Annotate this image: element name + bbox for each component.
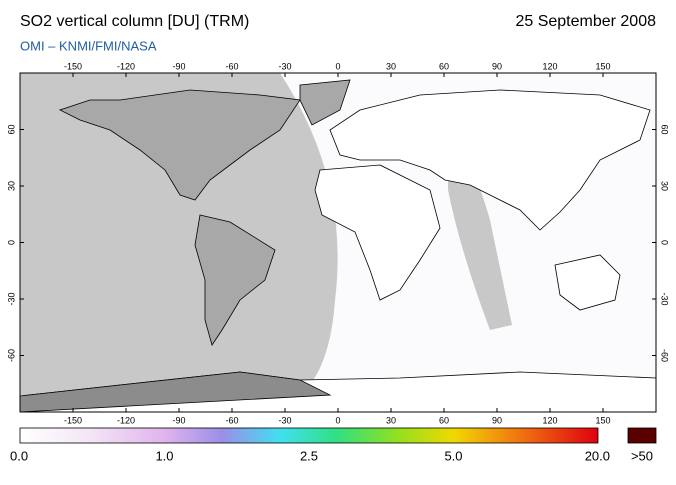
lon-label-top: 0 [335, 61, 340, 71]
colorbar [19, 427, 599, 444]
south-america [194, 214, 276, 346]
eurasia [329, 89, 651, 231]
lon-label-top: 150 [595, 61, 610, 71]
australia [554, 254, 621, 311]
lon-label-bottom: -60 [225, 415, 238, 425]
lat-label-left: 60 [6, 124, 16, 134]
lon-label-top: 90 [492, 61, 502, 71]
lon-label-top: 30 [386, 61, 396, 71]
lon-label-top: -150 [64, 61, 82, 71]
lat-label-right: 0 [660, 240, 670, 245]
colorbar-label: 5.0 [444, 448, 462, 463]
overflow-label: >50 [631, 448, 653, 463]
source: OMI – KNMI/FMI/NASA [20, 38, 157, 53]
lon-label-bottom: 90 [492, 415, 502, 425]
lat-label-right: -60 [660, 349, 670, 362]
date: 25 September 2008 [515, 13, 656, 30]
lat-label-right: 30 [660, 181, 670, 191]
data-gap [448, 140, 512, 330]
lon-label-bottom: 30 [386, 415, 396, 425]
lon-label-top: -60 [225, 61, 238, 71]
colorbar-label: 20.0 [585, 448, 610, 463]
north-america [58, 89, 301, 201]
lat-label-left: -60 [6, 349, 16, 362]
lon-label-top: -90 [172, 61, 185, 71]
title: SO2 vertical column [DU] (TRM) [20, 13, 249, 30]
lon-label-top: 60 [439, 61, 449, 71]
lon-label-bottom: 60 [439, 415, 449, 425]
colorbar-overflow [627, 427, 657, 444]
colorbar-label: 1.0 [155, 448, 173, 463]
colorbar-label: 0.0 [10, 448, 28, 463]
lat-label-right: 60 [660, 124, 670, 134]
lon-label-bottom: 150 [595, 415, 610, 425]
lon-label-top: -120 [117, 61, 135, 71]
lon-label-top: 120 [542, 61, 557, 71]
greenland [299, 79, 351, 126]
lon-label-top: -30 [278, 61, 291, 71]
colorbar-label: 2.5 [300, 448, 318, 463]
lat-label-right: -30 [660, 292, 670, 305]
africa [314, 164, 441, 301]
lon-label-bottom: 0 [335, 415, 340, 425]
lon-label-bottom: -120 [117, 415, 135, 425]
lat-label-left: -30 [6, 292, 16, 305]
lon-label-bottom: -90 [172, 415, 185, 425]
lon-label-bottom: 120 [542, 415, 557, 425]
night-region [20, 73, 338, 395]
antarctica-night [20, 371, 332, 412]
lat-label-left: 0 [6, 240, 16, 245]
map-body [20, 73, 656, 412]
lon-label-bottom: -30 [278, 415, 291, 425]
lat-label-left: 30 [6, 181, 16, 191]
lon-label-bottom: -150 [64, 415, 82, 425]
